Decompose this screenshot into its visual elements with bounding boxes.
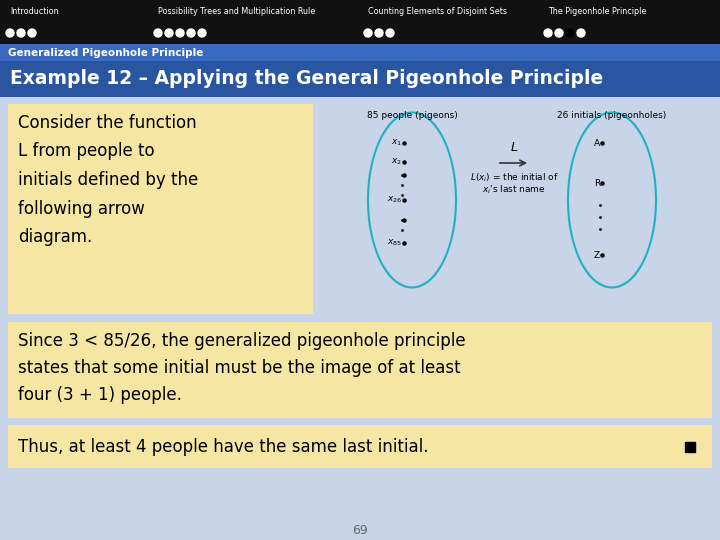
Bar [0,0,720,44]
Text: $x_{26}$: $x_{26}$ [387,195,402,205]
Text: Example 12 – Applying the General Pigeonhole Principle: Example 12 – Applying the General Pigeon… [10,70,603,89]
Bar [8,104,313,314]
Circle shape [165,29,173,37]
Bar [0,44,720,61]
Text: 69: 69 [352,523,368,537]
Text: A: A [594,138,600,147]
Text: Z: Z [594,251,600,260]
Bar [0,61,720,97]
Text: The Pigeonhole Principle: The Pigeonhole Principle [548,7,647,16]
Circle shape [176,29,184,37]
Circle shape [566,29,574,37]
Text: Introduction: Introduction [10,7,58,16]
Text: 85 people (pigeons): 85 people (pigeons) [366,111,457,120]
Bar [8,322,712,418]
Text: $L(x_i)$ = the initial of: $L(x_i)$ = the initial of [469,172,559,185]
Circle shape [555,29,563,37]
Circle shape [364,29,372,37]
Bar [8,425,712,468]
Text: Counting Elements of Disjoint Sets: Counting Elements of Disjoint Sets [368,7,507,16]
Circle shape [386,29,394,37]
Text: L: L [510,141,518,154]
Text: $x_i$'s last name: $x_i$'s last name [482,184,546,197]
Text: Possibility Trees and Multiplication Rule: Possibility Trees and Multiplication Rul… [158,7,315,16]
Circle shape [187,29,195,37]
Circle shape [375,29,383,37]
Circle shape [17,29,25,37]
Circle shape [154,29,162,37]
Circle shape [6,29,14,37]
Bar [0,97,720,540]
Text: $x_2$: $x_2$ [391,157,402,167]
Text: R: R [594,179,600,187]
Circle shape [544,29,552,37]
Text: $x_{85}$: $x_{85}$ [387,238,402,248]
Text: Since 3 < 85/26, the generalized pigeonhole principle
states that some initial m: Since 3 < 85/26, the generalized pigeonh… [18,332,466,404]
Text: Thus, at least 4 people have the same last initial.: Thus, at least 4 people have the same la… [18,437,428,456]
Text: Generalized Pigeonhole Principle: Generalized Pigeonhole Principle [8,48,203,57]
Text: Consider the function
L from people to
initials defined by the
following arrow
d: Consider the function L from people to i… [18,114,198,246]
Text: $x_1$: $x_1$ [391,138,402,148]
Circle shape [198,29,206,37]
Circle shape [577,29,585,37]
Text: 26 initials (pigeonholes): 26 initials (pigeonholes) [557,111,667,120]
Circle shape [28,29,36,37]
